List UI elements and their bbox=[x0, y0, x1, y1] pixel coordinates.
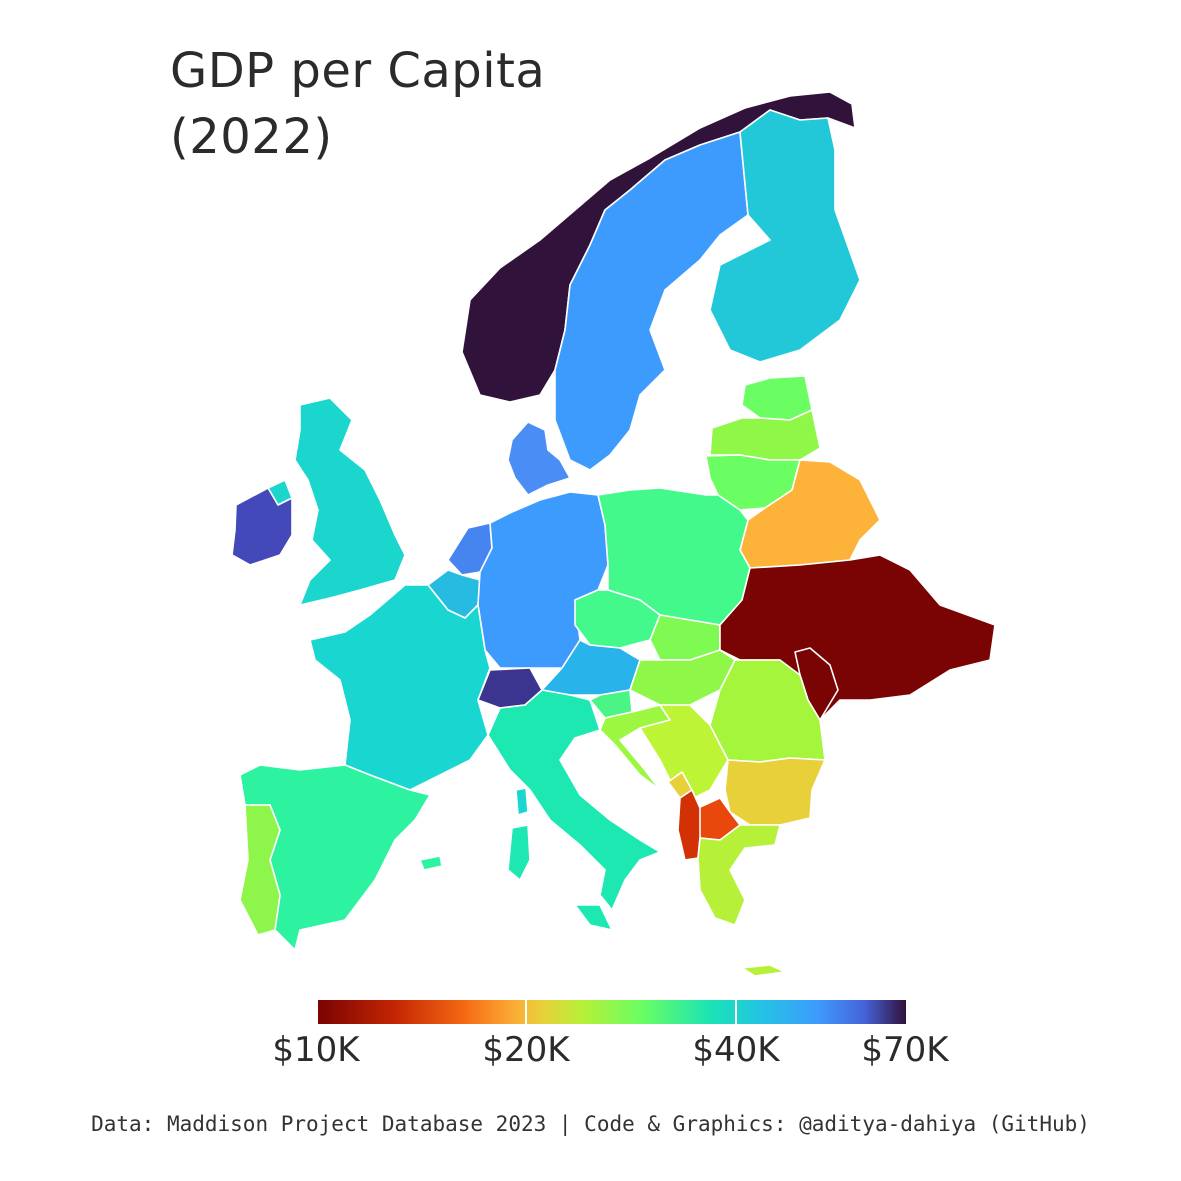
legend-label-20k: $20K bbox=[482, 1030, 570, 1070]
source-caption: Data: Maddison Project Database 2023 | C… bbox=[91, 1112, 1090, 1136]
country-italy bbox=[487, 689, 661, 911]
country-bulgaria bbox=[724, 757, 826, 826]
legend-color-bar bbox=[318, 1000, 906, 1024]
legend-label-70k: $70K bbox=[861, 1030, 949, 1070]
legend-label-40k: $40K bbox=[692, 1030, 780, 1070]
title-line-1: GDP per Capita bbox=[170, 43, 546, 99]
country-slovenia bbox=[589, 689, 633, 719]
country-denmark bbox=[507, 421, 571, 496]
country-croatia bbox=[599, 704, 671, 791]
country-italy-sardinia bbox=[507, 824, 531, 881]
country-romania bbox=[709, 659, 826, 763]
country-albania bbox=[677, 789, 701, 861]
country-uk bbox=[294, 397, 406, 606]
country-italy-sicily bbox=[574, 904, 613, 931]
legend-tick-mark bbox=[735, 1000, 737, 1024]
country-ireland bbox=[231, 487, 293, 566]
country-finland bbox=[709, 109, 861, 363]
country-greece bbox=[697, 824, 781, 926]
country-greece-crete bbox=[741, 964, 786, 977]
legend-tick-mark bbox=[525, 1000, 527, 1024]
legend-label-10k: $10K bbox=[272, 1030, 360, 1070]
country-spain-balearic bbox=[419, 855, 443, 871]
country-portugal bbox=[239, 804, 281, 936]
europe-choropleth-map bbox=[231, 91, 996, 977]
country-austria bbox=[541, 639, 641, 696]
map-title: GDP per Capita (2022) bbox=[170, 38, 690, 170]
country-estonia bbox=[741, 375, 813, 421]
title-line-2: (2022) bbox=[170, 109, 333, 165]
country-sweden bbox=[554, 131, 749, 471]
country-france-corsica bbox=[515, 787, 529, 816]
